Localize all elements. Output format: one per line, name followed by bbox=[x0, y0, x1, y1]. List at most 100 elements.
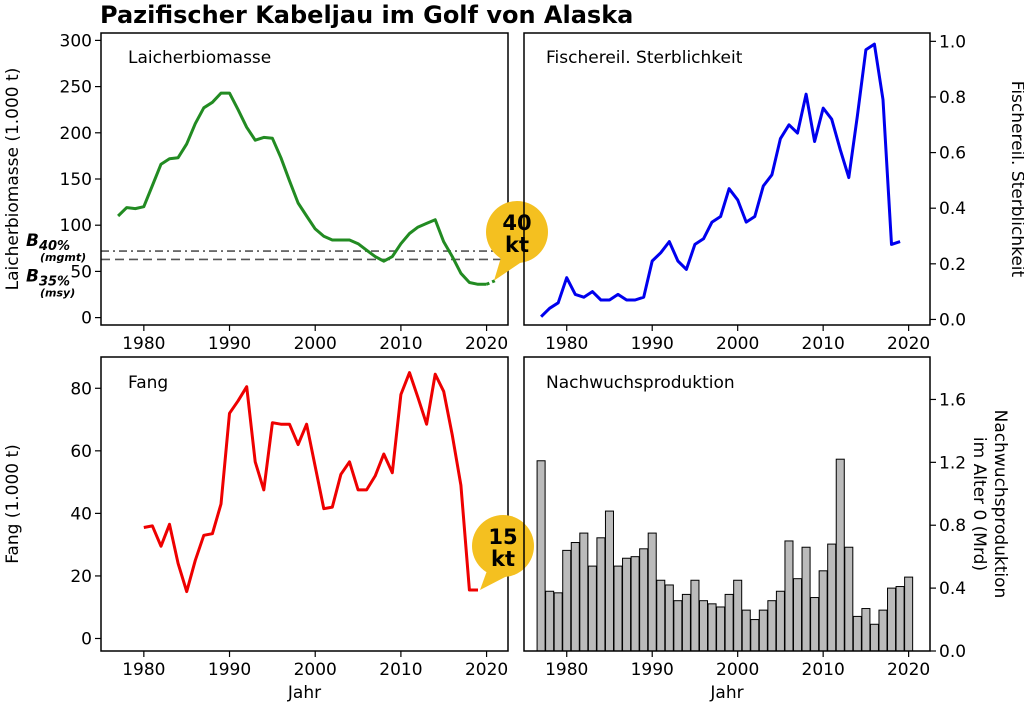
x-tick-label: 1980 bbox=[122, 660, 165, 680]
x-tick-label: 1990 bbox=[631, 660, 674, 680]
y-tick-label: 1.2 bbox=[939, 453, 966, 473]
y-axis-label: Laicherbiomasse (1.000 t) bbox=[3, 68, 23, 291]
recruitment-bar bbox=[630, 556, 640, 652]
recruitment-bar bbox=[904, 576, 914, 652]
figure-title: Pazifischer Kabeljau im Golf von Alaska bbox=[100, 1, 633, 29]
callout-bubble bbox=[472, 515, 534, 577]
recruitment-bar bbox=[869, 623, 879, 652]
x-tick-label: 1990 bbox=[208, 334, 251, 354]
y-tick-label: 0.2 bbox=[939, 255, 966, 275]
recruitment-bar bbox=[536, 460, 546, 652]
fishing-mortality-panel: Fischereil. Sterblichkeit 1980 1990 2000 201… bbox=[523, 32, 1024, 354]
y-tick-label: 0.8 bbox=[939, 516, 966, 536]
x-tick-label: 1990 bbox=[208, 660, 251, 680]
recruitment-bar bbox=[545, 590, 555, 652]
reference-line-symbol: B bbox=[26, 266, 39, 286]
recruitment-bar bbox=[570, 542, 580, 652]
recruitment-bar bbox=[775, 590, 785, 652]
y-tick-label: 50 bbox=[70, 262, 92, 282]
x-tick-label: 1990 bbox=[631, 334, 674, 354]
x-axis-label: Jahr bbox=[709, 683, 743, 703]
recruitment-bar bbox=[810, 597, 820, 652]
x-tick-label: 2000 bbox=[294, 334, 337, 354]
y-tick-label: 80 bbox=[70, 379, 92, 399]
y-axis-label-line: im Alter 0 (Mrd) bbox=[969, 437, 989, 571]
recruitment-bar bbox=[673, 600, 683, 652]
callout-unit: kt bbox=[505, 233, 529, 257]
recruitment-bar bbox=[878, 609, 888, 652]
recruitment-bar bbox=[553, 592, 563, 652]
x-tick-label: 2020 bbox=[887, 334, 930, 354]
recruitment-bar bbox=[587, 565, 597, 652]
callout-bubble bbox=[486, 201, 548, 263]
recruitment-bar bbox=[818, 570, 828, 652]
panel-title: Nachwuchsproduktion bbox=[546, 373, 735, 393]
callout-unit: kt bbox=[491, 547, 515, 571]
recruitment-bar bbox=[784, 540, 794, 652]
y-tick-label: 1.6 bbox=[939, 390, 966, 410]
recruitment-bar bbox=[758, 609, 768, 652]
series-line bbox=[540, 42, 901, 318]
recruitment-bar bbox=[562, 549, 572, 652]
y-axis-label: Fang (1.000 t) bbox=[3, 444, 23, 564]
plot-frame bbox=[100, 32, 509, 326]
reference-line-subscript: 35% bbox=[39, 274, 70, 289]
panel-title: Fang bbox=[128, 373, 168, 393]
reference-line-subscript: 40% bbox=[38, 239, 70, 254]
y-tick-label: 60 bbox=[70, 442, 92, 462]
x-tick-label: 2020 bbox=[465, 660, 508, 680]
recruitment-bar bbox=[596, 537, 606, 652]
y-tick-label: 40 bbox=[70, 504, 92, 524]
recruitment-bar bbox=[835, 458, 845, 652]
plot-frame bbox=[100, 356, 509, 652]
y-tick-label: 100 bbox=[60, 216, 92, 236]
x-tick-label: 2010 bbox=[379, 660, 422, 680]
x-axis-label: Jahr bbox=[287, 683, 321, 703]
recruitment-bar bbox=[767, 600, 777, 652]
recruitment-bar bbox=[741, 609, 751, 652]
reference-line-label: B40% bbox=[26, 231, 70, 254]
recruitment-bar bbox=[639, 548, 649, 652]
reference-line-label: B35% bbox=[26, 266, 70, 289]
x-tick-label: 2000 bbox=[716, 334, 759, 354]
y-tick-label: 150 bbox=[60, 170, 92, 190]
recruitment-panel: Nachwuchsproduktion 1980 1990 2000 2010 2020 J… bbox=[523, 356, 1010, 703]
recruitment-bar bbox=[647, 532, 657, 652]
y-tick-label: 20 bbox=[70, 567, 92, 587]
reference-line-symbol: B bbox=[26, 231, 39, 251]
recruitment-bar bbox=[827, 543, 837, 652]
recruitment-bar bbox=[707, 603, 717, 652]
recruitment-bar bbox=[690, 579, 700, 652]
y-axis-label: Nachwuchsproduktionim Alter 0 (Mrd) bbox=[969, 410, 1010, 599]
x-tick-label: 2000 bbox=[716, 660, 759, 680]
recruitment-bar bbox=[656, 579, 666, 652]
recruitment-bar bbox=[579, 532, 589, 652]
projection-line bbox=[486, 279, 496, 286]
y-tick-label: 0.8 bbox=[939, 88, 966, 108]
x-tick-label: 2020 bbox=[887, 660, 930, 680]
series-line bbox=[143, 371, 478, 594]
reference-line-note: (msy) bbox=[40, 286, 75, 299]
recruitment-bar bbox=[664, 584, 674, 652]
y-tick-label: 0 bbox=[81, 309, 92, 329]
recruitment-bar bbox=[716, 606, 726, 652]
x-tick-label: 2010 bbox=[802, 660, 845, 680]
x-tick-label: 2020 bbox=[465, 334, 508, 354]
recruitment-bar bbox=[604, 510, 614, 652]
y-axis-label-line: Nachwuchsproduktion bbox=[990, 410, 1010, 599]
y-tick-label: 250 bbox=[60, 78, 92, 98]
y-tick-label: 0.0 bbox=[939, 642, 966, 662]
recruitment-bar bbox=[792, 578, 803, 652]
y-tick-label: 200 bbox=[60, 124, 92, 144]
recruitment-bar bbox=[698, 600, 709, 652]
recruitment-bar bbox=[844, 546, 854, 652]
callout-value: 40 bbox=[502, 211, 531, 235]
y-tick-label: 0.0 bbox=[939, 310, 966, 330]
recruitment-bar bbox=[861, 608, 871, 652]
x-tick-label: 2010 bbox=[379, 334, 422, 354]
recruitment-bar bbox=[733, 579, 743, 652]
y-tick-label: 0 bbox=[81, 629, 92, 649]
y-axis-label: Fischereil. Sterblichkeit bbox=[1007, 81, 1024, 278]
spawning-biomass-panel: Laicherbiomasse 1980 1990 2000 2010 2020 0 50 10… bbox=[3, 31, 548, 354]
x-tick-label: 1980 bbox=[545, 334, 588, 354]
